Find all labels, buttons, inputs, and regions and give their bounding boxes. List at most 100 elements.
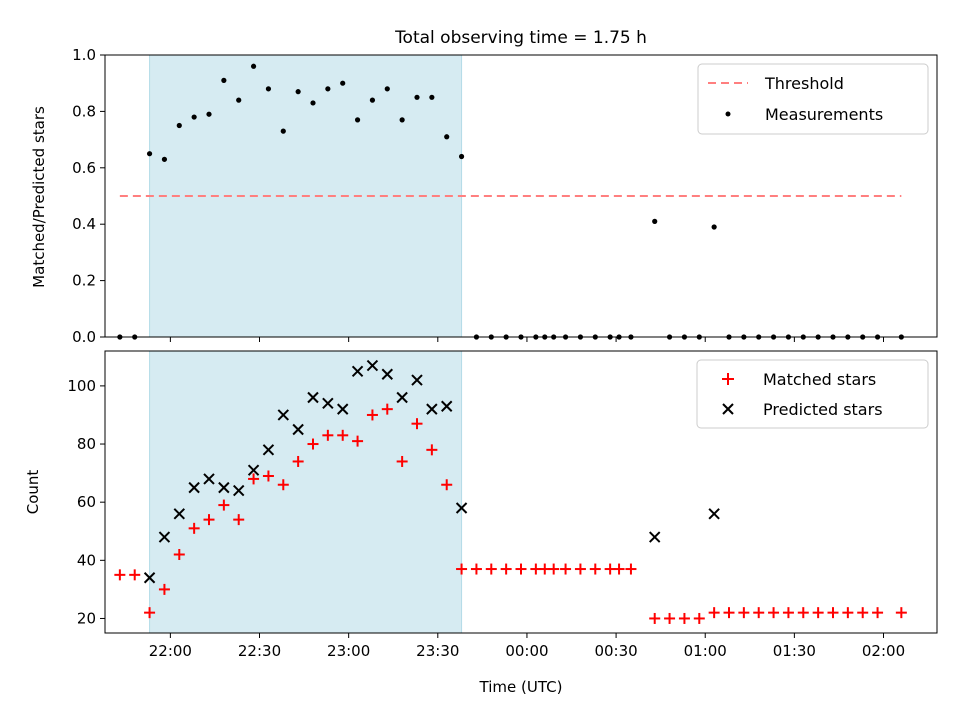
- x-tick-label: 00:30: [594, 642, 637, 660]
- measurement-point: [295, 89, 301, 95]
- predicted-star-point: [277, 409, 289, 421]
- matched-star-point: [797, 607, 809, 619]
- bottom-y-axis-ticks: 20 40 60 80 100: [67, 377, 105, 627]
- matched-star-point: [723, 607, 735, 619]
- matched-star-point: [144, 607, 156, 619]
- matched-star-point: [872, 607, 884, 619]
- matched-star-point: [456, 563, 468, 575]
- top-chart: 0.0 0.2 0.4 0.6 0.8 1.0 Matched/Predicted sta…: [30, 46, 938, 346]
- top-chart-title: Total observing time = 1.75 h: [394, 28, 647, 48]
- y-tick-label: 0.0: [72, 328, 96, 346]
- measurement-point: [458, 153, 465, 160]
- matched-star-point: [625, 563, 637, 575]
- predicted-star-point: [307, 391, 319, 404]
- matched-star-point: [827, 607, 839, 619]
- matched-star-point: [708, 607, 720, 619]
- matched-star-point: [366, 409, 378, 421]
- y-tick-label: 20: [77, 609, 96, 627]
- predicted-star-point: [351, 365, 364, 378]
- measurement-point: [146, 151, 153, 157]
- matched-star-point: [664, 612, 676, 624]
- legend-measurements-swatch: [725, 111, 731, 117]
- y-tick-label: 100: [67, 377, 96, 395]
- x-axis-label: Time (UTC): [479, 678, 563, 696]
- matched-stars-points: [114, 403, 907, 624]
- top-legend-box: [697, 63, 929, 135]
- y-tick-label: 0.8: [72, 102, 96, 120]
- predicted-star-point: [158, 531, 171, 543]
- matched-star-point: [307, 438, 319, 450]
- matched-star-point: [812, 607, 824, 619]
- x-tick-label: 01:00: [684, 642, 727, 660]
- matched-star-point: [381, 403, 393, 415]
- matched-star-point: [129, 569, 141, 581]
- predicted-star-point: [441, 400, 453, 412]
- x-tick-label: 02:00: [862, 642, 905, 660]
- top-chart-frame: [104, 54, 938, 338]
- predicted-star-point: [188, 481, 200, 494]
- top-x-axis-ticks: [169, 337, 885, 342]
- predicted-star-point: [247, 464, 260, 476]
- predicted-star-point: [366, 359, 379, 372]
- bottom-chart: 20 40 60 80 100 22:00 22:30 23:00 23:30 00:00 00:…: [24, 350, 938, 696]
- matched-star-point: [738, 607, 750, 619]
- bottom-y-axis-label: Count: [24, 470, 42, 515]
- matched-star-point: [548, 563, 560, 575]
- x-tick-label: 23:00: [327, 642, 370, 660]
- y-tick-label: 0.4: [72, 215, 96, 233]
- matched-star-point: [173, 549, 185, 561]
- predicted-star-point: [708, 508, 720, 520]
- matched-star-point: [188, 522, 200, 534]
- measurement-point: [384, 86, 390, 92]
- bottom-chart-frame: [104, 350, 938, 634]
- matched-star-point: [337, 429, 349, 441]
- matched-star-point: [292, 455, 304, 467]
- matched-star-point: [426, 444, 438, 456]
- matched-star-point: [411, 418, 423, 430]
- measurement-point: [236, 97, 242, 103]
- measurement-point: [340, 80, 346, 86]
- predicted-star-point: [233, 484, 245, 497]
- matched-star-point: [613, 563, 625, 575]
- matched-star-point: [842, 607, 854, 619]
- predicted-star-point: [381, 368, 393, 380]
- matched-star-point: [277, 479, 289, 491]
- measurement-point: [711, 224, 717, 230]
- matched-star-point: [782, 607, 794, 619]
- legend-matched-swatch: [722, 373, 734, 385]
- predicted-star-point: [322, 397, 334, 410]
- legend-predicted-label: Predicted stars: [763, 400, 883, 419]
- matched-star-point: [768, 607, 780, 619]
- y-tick-label: 0.6: [72, 159, 96, 177]
- measurement-point: [399, 117, 405, 123]
- measurement-point: [354, 117, 361, 123]
- matched-star-point: [500, 563, 512, 575]
- bottom-legend-box: [696, 359, 929, 429]
- matched-star-point: [678, 612, 690, 624]
- predicted-star-point: [411, 374, 423, 386]
- top-legend: Threshold Measurements: [697, 63, 929, 135]
- measurement-point: [280, 128, 286, 134]
- x-tick-label: 23:30: [416, 642, 459, 660]
- measurement-point: [652, 218, 658, 224]
- y-tick-label: 1.0: [72, 46, 96, 64]
- matched-star-point: [649, 612, 661, 624]
- measurement-point: [444, 134, 450, 140]
- matched-star-point: [396, 455, 408, 467]
- measurement-point: [414, 94, 420, 100]
- measurement-point: [325, 86, 331, 92]
- x-tick-label: 22:30: [238, 642, 281, 660]
- measurement-point: [161, 156, 168, 162]
- matched-star-point: [470, 563, 482, 575]
- measurement-point: [176, 122, 182, 129]
- matched-star-point: [203, 514, 215, 526]
- measurement-point: [310, 100, 316, 106]
- matched-star-point: [515, 563, 527, 575]
- matched-star-point: [352, 435, 364, 447]
- measurement-point: [191, 114, 197, 120]
- matched-star-point: [693, 612, 705, 624]
- matched-star-point: [895, 607, 907, 619]
- measurement-point: [369, 97, 376, 103]
- matched-star-point: [218, 499, 230, 511]
